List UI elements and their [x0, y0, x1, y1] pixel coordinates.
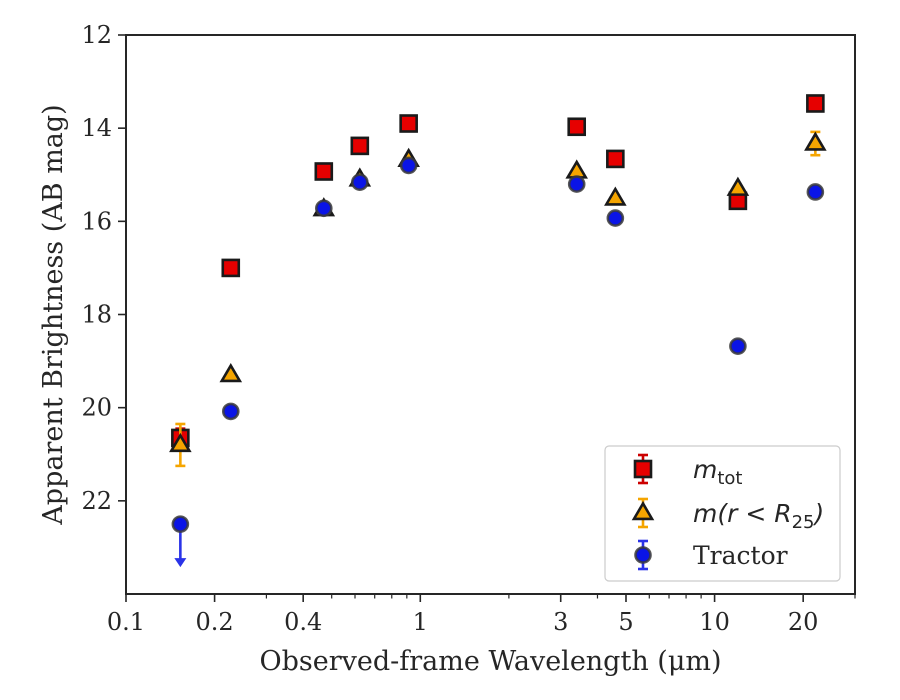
x-tick-label: 0.4 — [284, 608, 322, 636]
series-square — [171, 94, 825, 449]
data-point — [171, 515, 190, 533]
legend-marker — [633, 459, 653, 479]
upper-limit-arrow — [174, 558, 187, 568]
data-point — [565, 159, 588, 179]
data-point — [221, 258, 241, 278]
x-tick-label: 3 — [553, 608, 568, 636]
plot-frame — [125, 34, 856, 595]
x-tick-label: 1 — [413, 608, 428, 636]
y-axis-label: Apparent Brightness (AB mag) — [38, 104, 69, 525]
x-tick-label: 0.2 — [196, 608, 234, 636]
axis-ticks: 0.1 0.2 0.4 1 3 5 10 20 12 14 16 18 20 22 — [81, 21, 856, 636]
series-triangle — [169, 130, 827, 468]
legend-entry: mtot — [633, 453, 743, 489]
data-point — [399, 156, 418, 175]
y-tick-label: 12 — [81, 21, 112, 49]
data-point — [221, 402, 240, 421]
series-circle — [171, 156, 825, 568]
y-tick-label: 22 — [81, 487, 112, 515]
data-point — [314, 199, 333, 218]
legend-label: m(r < R25) — [693, 499, 824, 533]
data-point — [314, 162, 334, 181]
data-point — [351, 173, 369, 192]
data-point — [350, 136, 370, 156]
data-point — [169, 432, 192, 453]
data-point — [399, 114, 418, 133]
legend-entry: m(r < R25) — [631, 497, 824, 533]
data-point — [567, 175, 586, 193]
data-point — [604, 186, 627, 206]
legend-box — [604, 445, 841, 582]
legend-marker — [634, 546, 652, 564]
y-tick-label: 20 — [81, 394, 112, 422]
data-point — [729, 337, 747, 355]
data-point — [219, 362, 243, 383]
legend-label: Tractor — [693, 541, 788, 570]
data-point — [804, 131, 827, 151]
x-tick-label: 0.1 — [107, 608, 145, 636]
data-point — [726, 176, 750, 196]
x-tick-label: 5 — [618, 608, 633, 636]
data-point — [806, 183, 825, 201]
x-tick-label: 20 — [788, 608, 819, 636]
legend-label: mtot — [693, 455, 743, 489]
x-axis-label: Observed-frame Wavelength (μm) — [259, 646, 721, 677]
data-point — [606, 209, 625, 227]
x-tick-label: 10 — [699, 608, 730, 636]
legend: mtot m(r < R25) Tractor — [604, 445, 841, 582]
data-series — [169, 94, 827, 568]
legend-marker — [631, 500, 655, 521]
legend-entry: Tractor — [634, 539, 788, 571]
y-tick-label: 18 — [81, 301, 112, 329]
y-tick-label: 14 — [81, 114, 112, 142]
data-point — [567, 117, 587, 137]
y-tick-label: 16 — [81, 207, 112, 235]
data-point — [606, 149, 625, 169]
data-point — [806, 94, 825, 113]
